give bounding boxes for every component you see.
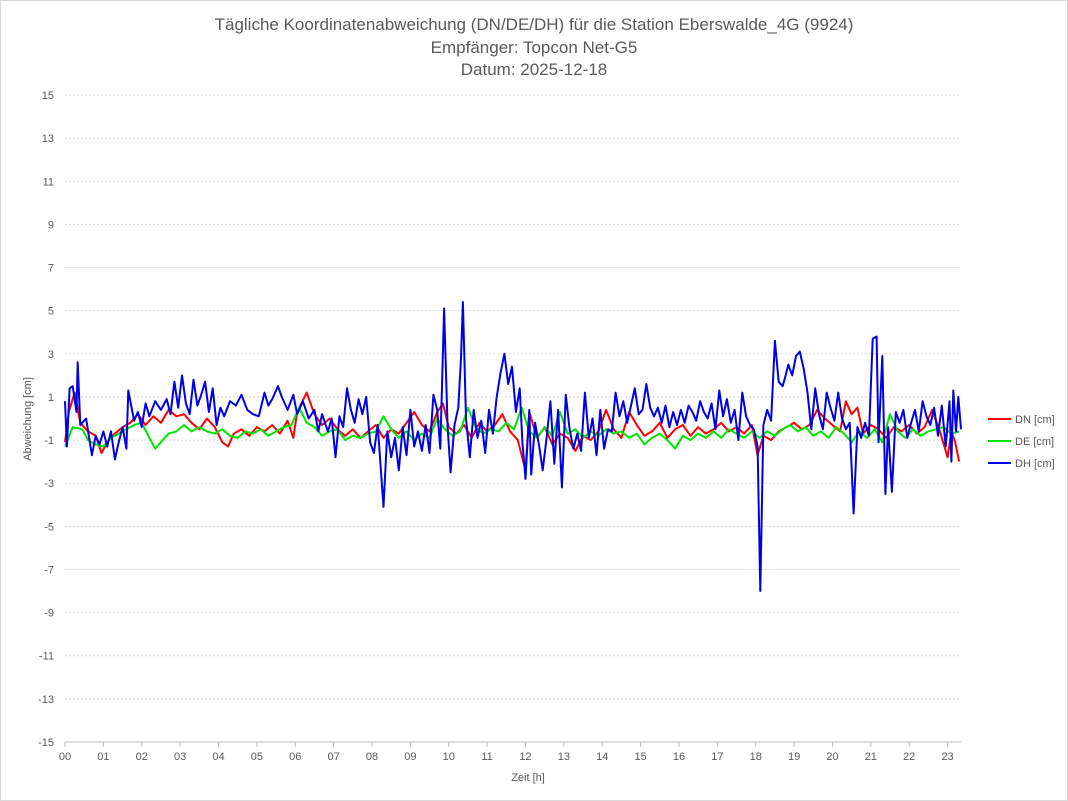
series-line-de — [64, 406, 960, 450]
x-tick-label: 00 — [59, 751, 71, 763]
title-line-3: Datum: 2025-12-18 — [461, 60, 607, 79]
x-tick-label: 03 — [174, 751, 186, 763]
x-tick-label: 01 — [97, 751, 109, 763]
series-line-dh — [64, 301, 962, 592]
legend-label: DE [cm] — [1015, 436, 1054, 448]
legend-label: DN [cm] — [1015, 414, 1055, 426]
series-lines — [64, 301, 962, 592]
x-axis-label: Zeit [h] — [511, 772, 545, 784]
x-tick-label: 10 — [443, 751, 455, 763]
y-axis-ticks: 15 13 11 9 7 5 3 1 -1 -3 -5 -7 -9 -11 -13 -15 — [38, 90, 54, 749]
y-tick-label: 15 — [42, 90, 54, 102]
y-tick-label: -9 — [44, 608, 54, 620]
title-line-1: Tägliche Koordinatenabweichung (DN/DE/DH… — [215, 15, 854, 34]
y-tick-label: 9 — [48, 219, 54, 231]
y-tick-label: -15 — [38, 737, 54, 749]
x-tick-label: 18 — [750, 751, 762, 763]
x-tick-label: 22 — [903, 751, 915, 763]
x-tick-label: 15 — [634, 751, 646, 763]
x-tick-label: 11 — [481, 751, 492, 763]
y-tick-label: -3 — [44, 478, 54, 490]
x-tick-label: 16 — [673, 751, 685, 763]
x-tick-label: 21 — [865, 751, 877, 763]
x-tick-label: 12 — [519, 751, 531, 763]
gridlines — [65, 94, 961, 743]
x-axis-ticks: 00 01 02 03 04 05 06 07 08 09 10 11 12 13 14 15 16 17 18 19… — [59, 742, 954, 763]
x-tick-label: 06 — [289, 751, 301, 763]
y-axis-label: Abweichung [cm] — [22, 377, 34, 461]
x-tick-label: 09 — [404, 751, 416, 763]
legend: DN [cm] DE [cm] DH [cm] — [988, 414, 1055, 470]
y-tick-label: -11 — [39, 651, 54, 663]
x-tick-label: 14 — [596, 751, 608, 763]
x-tick-label: 17 — [711, 751, 723, 763]
y-tick-label: 3 — [48, 349, 54, 361]
x-tick-label: 02 — [136, 751, 148, 763]
legend-label: DH [cm] — [1015, 458, 1055, 470]
y-tick-label: -13 — [38, 694, 54, 706]
x-tick-label: 23 — [941, 751, 953, 763]
series-line-dn — [64, 391, 961, 472]
y-tick-label: 11 — [43, 176, 54, 188]
y-tick-label: 5 — [48, 306, 54, 318]
x-tick-label: 05 — [251, 751, 263, 763]
chart-title: Tägliche Koordinatenabweichung (DN/DE/DH… — [215, 15, 854, 79]
y-tick-label: 7 — [48, 263, 54, 275]
x-tick-label: 19 — [788, 751, 800, 763]
title-line-2: Empfänger: Topcon Net-G5 — [431, 38, 638, 57]
x-tick-label: 13 — [558, 751, 570, 763]
y-tick-label: 13 — [42, 133, 54, 145]
y-tick-label: 1 — [48, 392, 54, 404]
x-tick-label: 04 — [212, 751, 224, 763]
y-tick-label: -1 — [44, 435, 54, 447]
x-tick-label: 20 — [826, 751, 838, 763]
y-tick-label: -5 — [44, 521, 54, 533]
x-tick-label: 07 — [327, 751, 339, 763]
x-tick-label: 08 — [366, 751, 378, 763]
y-tick-label: -7 — [44, 564, 54, 576]
